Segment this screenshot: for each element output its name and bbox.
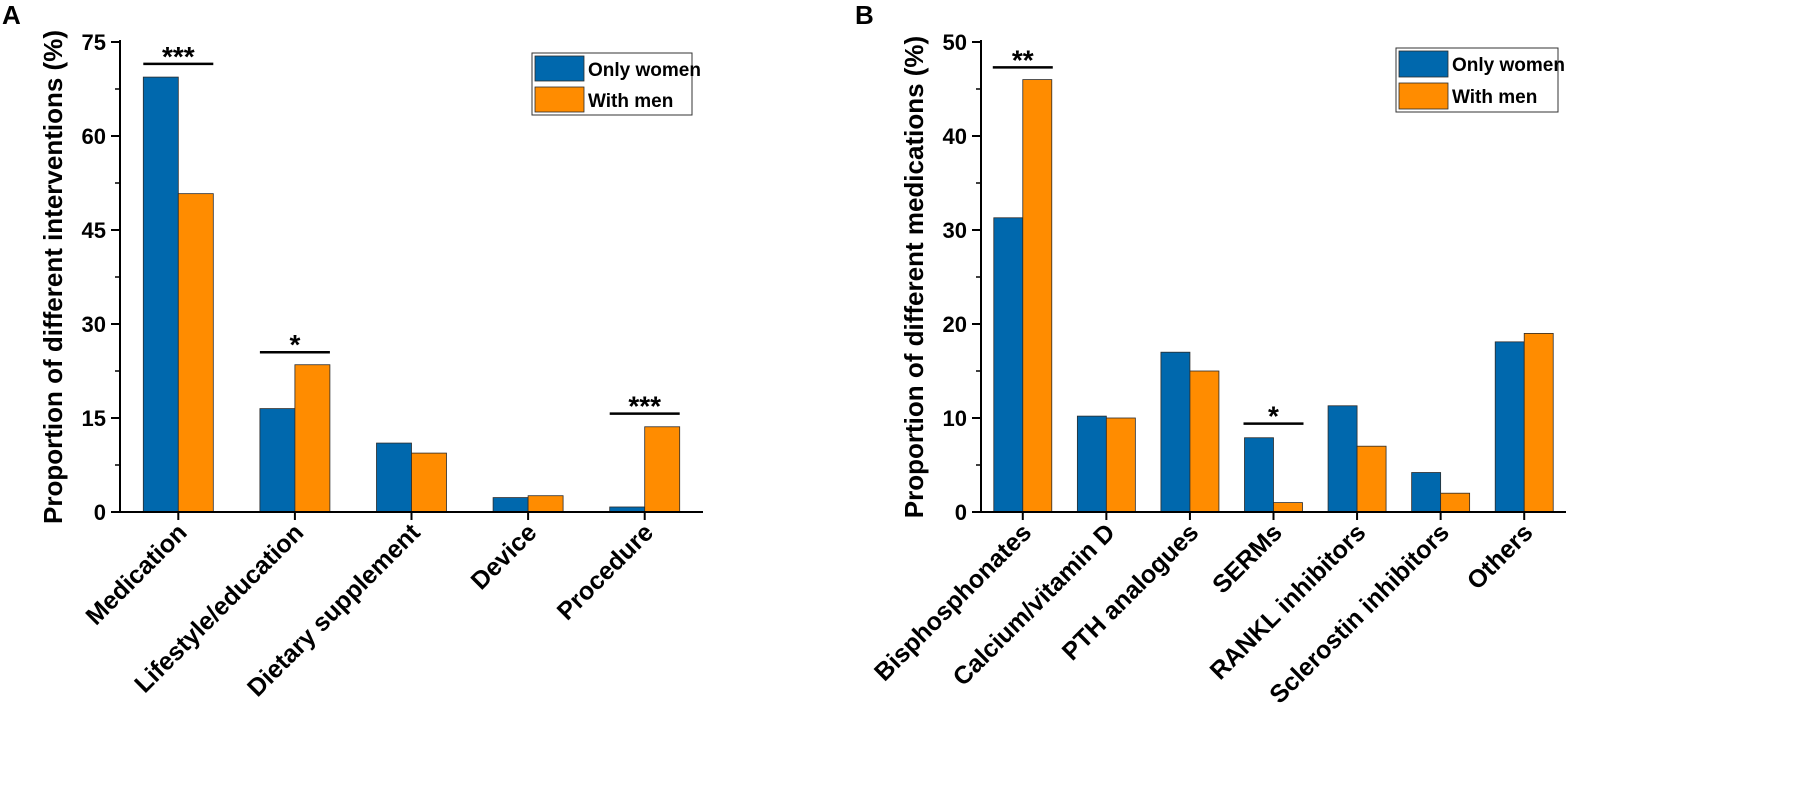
panel-b-y-tick-label-30: 30	[943, 218, 967, 243]
panel-a-legend-swatch-only-women	[534, 55, 585, 82]
panel-b-x-tick-label-calcium-vitamin-d: Calcium/vitamin D	[948, 518, 1121, 691]
panel-b-x-tick-label-serms: SERMs	[1207, 518, 1288, 599]
panel-b-legend-label-only-women: Only women	[1452, 55, 1565, 76]
panel-b-bar-with-men-pth-analogues	[1189, 370, 1220, 513]
panel-a-letter: A	[2, 0, 21, 30]
panel-b-bar-with-men-serms	[1273, 502, 1303, 513]
panel-a-bar-with-men-lifestyle-education	[294, 364, 331, 513]
panel-b-y-tick-label-0: 0	[955, 500, 967, 525]
panel-a-bar-only-women-lifestyle-education	[259, 408, 296, 513]
panel-a-y-tick-label-45: 45	[82, 218, 106, 243]
panel-a-bar-only-women-device	[492, 497, 529, 513]
panel-a-y-tick-label-30: 30	[82, 312, 106, 337]
panel-b-bar-with-men-rankl-inhibitors	[1356, 445, 1387, 513]
panel-b-bar-only-women-rankl-inhibitors	[1327, 405, 1358, 513]
panel-b-y-tick-label-40: 40	[943, 124, 967, 149]
panel-b-legend-swatch-with-men	[1398, 82, 1449, 110]
panel-a-x-tick-label-procedure: Procedure	[552, 518, 659, 625]
panel-b-y-axis-label: Proportion of different medications (%)	[899, 36, 929, 518]
panel-a-y-tick-label-15: 15	[82, 406, 106, 431]
panel-a-bar-with-men-dietary-supplement	[411, 452, 447, 513]
panel-b-x-tick-label-rankl-inhibitors: RANKL inhibitors	[1205, 518, 1372, 685]
panel-b-bar-only-women-pth-analogues	[1160, 351, 1191, 513]
panel-a-significance-label-procedure: ***	[628, 391, 661, 422]
panel-a-significance-label-lifestyle-education: *	[289, 329, 300, 360]
panel-b-legend-swatch-only-women	[1398, 50, 1449, 78]
panel-b-y-tick-label-50: 50	[943, 30, 967, 55]
panel-a-bar-only-women-dietary-supplement	[376, 442, 412, 513]
panel-b-significance-label-bisphosphonates: **	[1012, 44, 1034, 75]
panel-a-x-tick-label-device: Device	[466, 518, 543, 595]
panel-b-bar-only-women-sclerostin-inhibitors	[1411, 472, 1442, 513]
panel-b-x-tick-label-bisphosphonates: Bisphosphonates	[869, 518, 1037, 686]
panel-b-bar-only-women-others	[1494, 341, 1525, 513]
panel-a-bar-with-men-procedure	[644, 426, 681, 513]
panel-a-legend-swatch-with-men	[534, 86, 585, 113]
panel-a-y-tick-label-0: 0	[94, 500, 106, 525]
panel-b-bar-with-men-sclerostin-inhibitors	[1440, 492, 1471, 513]
panel-b-bar-only-women-serms	[1244, 437, 1274, 513]
panel-b-bar-with-men-bisphosphonates	[1022, 79, 1053, 513]
panel-b-legend-label-with-men: With men	[1452, 87, 1537, 108]
panel-a-legend-label-only-women: Only women	[588, 60, 701, 81]
panel-a-bar-with-men-device	[527, 495, 564, 513]
panel-a-x-tick-label-medication: Medication	[80, 518, 192, 630]
panel-a-y-tick-label-75: 75	[82, 30, 106, 55]
panel-b-bar-with-men-calcium-vitamin-d	[1105, 417, 1136, 513]
panel-a-bar-with-men-medication	[177, 193, 214, 513]
panel-b-bar-with-men-others	[1523, 332, 1554, 513]
panel-b-bar-chart: B Proportion of different medications (%)…	[855, 0, 1566, 709]
panel-b-significance-label-serms: *	[1268, 401, 1279, 432]
panel-a-y-axis-label: Proportion of different interventions (%…	[38, 30, 68, 524]
panel-b-y-tick-label-10: 10	[943, 406, 967, 431]
panel-b-bar-only-women-calcium-vitamin-d	[1076, 415, 1107, 513]
panel-b-letter: B	[855, 0, 874, 30]
panel-a-y-tick-label-60: 60	[82, 124, 106, 149]
panel-a-bar-chart: A Proportion of different interventions (…	[2, 0, 703, 702]
panel-a-significance-label-medication: ***	[162, 41, 195, 72]
panel-b-bar-only-women-bisphosphonates	[993, 217, 1024, 513]
panel-a-bar-only-women-medication	[142, 76, 179, 513]
panel-a-legend-label-with-men: With men	[588, 91, 673, 112]
panel-b-x-tick-label-others: Others	[1462, 518, 1539, 595]
panel-b-y-tick-label-20: 20	[943, 312, 967, 337]
